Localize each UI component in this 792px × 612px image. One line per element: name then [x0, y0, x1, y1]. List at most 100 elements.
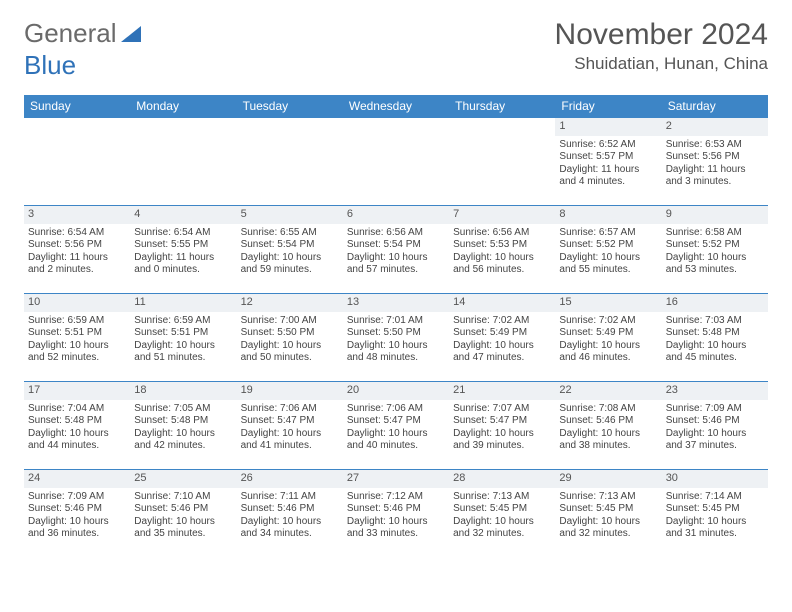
day-cell-17: 17Sunrise: 7:04 AMSunset: 5:48 PMDayligh…	[24, 382, 130, 470]
daylight-line: Daylight: 10 hours and 32 minutes.	[453, 516, 551, 541]
sunset-line: Sunset: 5:46 PM	[241, 503, 339, 516]
day-cell-12: 12Sunrise: 7:00 AMSunset: 5:50 PMDayligh…	[237, 294, 343, 382]
daylight-line: Daylight: 10 hours and 35 minutes.	[134, 516, 232, 541]
sunset-line: Sunset: 5:48 PM	[134, 415, 232, 428]
sunrise-line: Sunrise: 6:53 AM	[666, 139, 764, 152]
day-number: 10	[24, 294, 130, 312]
daylight-line: Daylight: 10 hours and 57 minutes.	[347, 252, 445, 277]
day-number: 1	[555, 118, 661, 136]
day-number: 23	[662, 382, 768, 400]
day-cell-20: 20Sunrise: 7:06 AMSunset: 5:47 PMDayligh…	[343, 382, 449, 470]
sunrise-line: Sunrise: 6:59 AM	[28, 315, 126, 328]
day-cell-26: 26 Sunrise: 7:11 AMSunset: 5:46 PMDayligh…	[237, 470, 343, 558]
sunset-line: Sunset: 5:54 PM	[241, 239, 339, 252]
calendar-table: SundayMondayTuesdayWednesdayThursdayFrid…	[24, 95, 768, 558]
daylight-line: Daylight: 11 hours and 4 minutes.	[559, 164, 657, 189]
calendar-row: 3Sunrise: 6:54 AMSunset: 5:56 PMDaylight…	[24, 206, 768, 294]
day-number: 15	[555, 294, 661, 312]
empty-cell	[237, 118, 343, 206]
sunrise-line: Sunrise: 6:56 AM	[453, 227, 551, 240]
sunrise-line: Sunrise: 7:14 AM	[666, 491, 764, 504]
daylight-line: Daylight: 10 hours and 46 minutes.	[559, 340, 657, 365]
sunset-line: Sunset: 5:56 PM	[666, 151, 764, 164]
day-cell-14: 14Sunrise: 7:02 AMSunset: 5:49 PMDayligh…	[449, 294, 555, 382]
day-number: 22	[555, 382, 661, 400]
month-title: November 2024	[555, 18, 768, 52]
day-cell-11: 11Sunrise: 6:59 AMSunset: 5:51 PMDayligh…	[130, 294, 236, 382]
day-number: 2	[662, 118, 768, 136]
sunset-line: Sunset: 5:48 PM	[666, 327, 764, 340]
day-cell-10: 10 Sunrise: 6:59 AMSunset: 5:51 PMDayligh…	[24, 294, 130, 382]
daylight-line: Daylight: 10 hours and 31 minutes.	[666, 516, 764, 541]
day-number: 5	[237, 206, 343, 224]
day-number: 14	[449, 294, 555, 312]
day-cell-23: 23Sunrise: 7:09 AMSunset: 5:46 PMDayligh…	[662, 382, 768, 470]
day-cell-1: 1Sunrise: 6:52 AMSunset: 5:57 PMDaylight…	[555, 118, 661, 206]
sunrise-line: Sunrise: 7:12 AM	[347, 491, 445, 504]
daylight-line: Daylight: 10 hours and 59 minutes.	[241, 252, 339, 277]
day-number: 16	[662, 294, 768, 312]
day-cell-28: 28Sunrise: 7:13 AMSunset: 5:45 PMDayligh…	[449, 470, 555, 558]
empty-cell	[343, 118, 449, 206]
sunset-line: Sunset: 5:46 PM	[134, 503, 232, 516]
sunset-line: Sunset: 5:57 PM	[559, 151, 657, 164]
day-number: 26	[237, 470, 343, 488]
daylight-line: Daylight: 10 hours and 55 minutes.	[559, 252, 657, 277]
daylight-line: Daylight: 10 hours and 42 minutes.	[134, 428, 232, 453]
day-number: 29	[555, 470, 661, 488]
title-block: November 2024 Shuidatian, Hunan, China	[555, 18, 768, 74]
day-number: 3	[24, 206, 130, 224]
weekday-thursday: Thursday	[449, 95, 555, 118]
sunrise-line: Sunrise: 7:09 AM	[666, 403, 764, 416]
sunrise-line: Sunrise: 6:56 AM	[347, 227, 445, 240]
sunrise-line: Sunrise: 7:06 AM	[241, 403, 339, 416]
sunset-line: Sunset: 5:51 PM	[134, 327, 232, 340]
sunset-line: Sunset: 5:46 PM	[347, 503, 445, 516]
day-cell-27: 27Sunrise: 7:12 AMSunset: 5:46 PMDayligh…	[343, 470, 449, 558]
day-number: 21	[449, 382, 555, 400]
daylight-line: Daylight: 10 hours and 52 minutes.	[28, 340, 126, 365]
day-cell-16: 16Sunrise: 7:03 AMSunset: 5:48 PMDayligh…	[662, 294, 768, 382]
logo: General	[24, 18, 143, 49]
day-cell-15: 15Sunrise: 7:02 AMSunset: 5:49 PMDayligh…	[555, 294, 661, 382]
sunrise-line: Sunrise: 7:02 AM	[453, 315, 551, 328]
calendar-row: 10Sunrise: 6:59 AMSunset: 5:51 PMDayligh…	[24, 294, 768, 382]
sunrise-line: Sunrise: 7:11 AM	[241, 491, 339, 504]
sunrise-line: Sunrise: 6:54 AM	[134, 227, 232, 240]
day-cell-3: 3Sunrise: 6:54 AMSunset: 5:56 PMDaylight…	[24, 206, 130, 294]
sunrise-line: Sunrise: 6:54 AM	[28, 227, 126, 240]
sunset-line: Sunset: 5:45 PM	[453, 503, 551, 516]
sunset-line: Sunset: 5:46 PM	[666, 415, 764, 428]
sunset-line: Sunset: 5:46 PM	[559, 415, 657, 428]
day-number: 9	[662, 206, 768, 224]
day-cell-7: 7Sunrise: 6:56 AMSunset: 5:53 PMDaylight…	[449, 206, 555, 294]
day-number: 17	[24, 382, 130, 400]
sunset-line: Sunset: 5:47 PM	[241, 415, 339, 428]
sunrise-line: Sunrise: 7:07 AM	[453, 403, 551, 416]
day-cell-9: 9Sunrise: 6:58 AMSunset: 5:52 PMDaylight…	[662, 206, 768, 294]
sunset-line: Sunset: 5:50 PM	[241, 327, 339, 340]
daylight-line: Daylight: 11 hours and 0 minutes.	[134, 252, 232, 277]
day-cell-5: 5Sunrise: 6:55 AMSunset: 5:54 PMDaylight…	[237, 206, 343, 294]
calendar-row: 17Sunrise: 7:04 AMSunset: 5:48 PMDayligh…	[24, 382, 768, 470]
daylight-line: Daylight: 11 hours and 3 minutes.	[666, 164, 764, 189]
daylight-line: Daylight: 10 hours and 34 minutes.	[241, 516, 339, 541]
daylight-line: Daylight: 10 hours and 32 minutes.	[559, 516, 657, 541]
day-number: 25	[130, 470, 236, 488]
daylight-line: Daylight: 10 hours and 47 minutes.	[453, 340, 551, 365]
sunset-line: Sunset: 5:51 PM	[28, 327, 126, 340]
day-number: 6	[343, 206, 449, 224]
daylight-line: Daylight: 10 hours and 45 minutes.	[666, 340, 764, 365]
day-number: 20	[343, 382, 449, 400]
sunset-line: Sunset: 5:46 PM	[28, 503, 126, 516]
sunrise-line: Sunrise: 7:13 AM	[453, 491, 551, 504]
sunrise-line: Sunrise: 7:13 AM	[559, 491, 657, 504]
daylight-line: Daylight: 10 hours and 38 minutes.	[559, 428, 657, 453]
logo-triangle-icon	[121, 24, 143, 44]
weekday-friday: Friday	[555, 95, 661, 118]
day-cell-24: 24Sunrise: 7:09 AMSunset: 5:46 PMDayligh…	[24, 470, 130, 558]
sunrise-line: Sunrise: 6:59 AM	[134, 315, 232, 328]
day-cell-18: 18Sunrise: 7:05 AMSunset: 5:48 PMDayligh…	[130, 382, 236, 470]
daylight-line: Daylight: 10 hours and 50 minutes.	[241, 340, 339, 365]
day-cell-29: 29Sunrise: 7:13 AMSunset: 5:45 PMDayligh…	[555, 470, 661, 558]
